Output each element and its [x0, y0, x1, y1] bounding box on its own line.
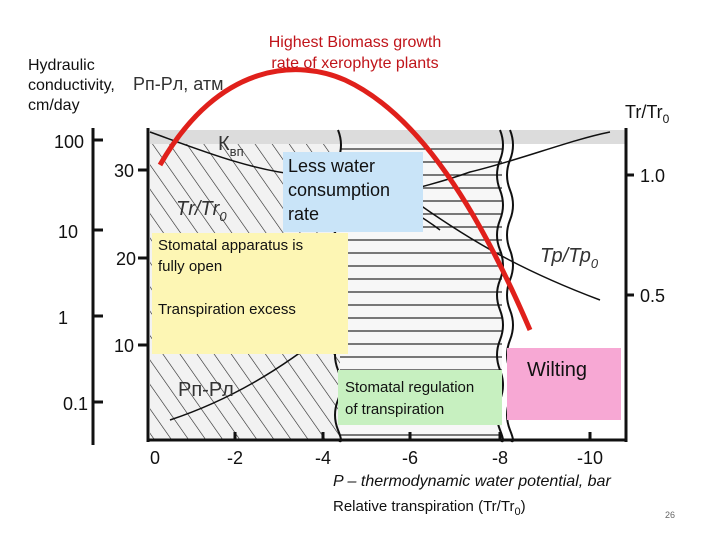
- label-line: rate of xerophyte plants: [271, 55, 438, 72]
- box-line: rate: [288, 204, 319, 224]
- label-text: Tr/Tr: [625, 102, 663, 122]
- x-title: P – thermodynamic water potential, bar: [333, 473, 611, 490]
- label-text: К: [218, 133, 230, 155]
- less-water-text: Less water consumption rate: [288, 156, 390, 224]
- label-text: Relative transpiration (Tr/Tr: [333, 498, 514, 515]
- tick-label: 0: [150, 448, 160, 468]
- tick-label: -10: [577, 448, 603, 468]
- k-label: Квп: [218, 133, 244, 159]
- regulation-text: Stomatal regulation of transpiration: [345, 379, 474, 418]
- box-line: fully open: [158, 258, 222, 275]
- label-line: conductivity,: [28, 77, 115, 94]
- page-number: 26: [665, 510, 675, 520]
- wilting-text: Wilting: [527, 359, 587, 381]
- tick-label: 30: [114, 161, 134, 181]
- right-label: Tr/Tr0: [625, 102, 670, 126]
- tick-label: 0.1: [63, 394, 88, 414]
- top-band: [150, 130, 626, 144]
- label-line: Hydraulic: [28, 57, 95, 74]
- box-line: consumption: [288, 180, 390, 200]
- biomass-curve: [157, 67, 533, 331]
- box-line: Stomatal regulation: [345, 379, 474, 396]
- label-text: Тр/Тр: [540, 245, 591, 267]
- tick-label: 20: [116, 249, 136, 269]
- tr-decline-curve: [419, 204, 601, 301]
- x-ticks: [233, 432, 592, 440]
- tick-label: 1.0: [640, 166, 665, 186]
- label-sub: 0: [219, 209, 227, 224]
- open-box: [152, 233, 348, 354]
- wilting-box: [507, 348, 621, 420]
- tick-label: 10: [114, 336, 134, 356]
- relative-label: Relative transpiration (Tr/Tr0): [333, 498, 526, 518]
- box-line: Less water: [288, 156, 375, 176]
- label-text: Тr/Тr: [176, 198, 221, 220]
- open-text: Stomatal apparatus is fully open Transpi…: [158, 237, 303, 318]
- top-label: Highest Biomass growth rate of xerophyte…: [269, 34, 442, 72]
- less-water-box: [283, 152, 423, 232]
- tick-label: -8: [492, 448, 508, 468]
- regulation-box: [338, 370, 502, 425]
- tick-label: -4: [315, 448, 331, 468]
- pressure-label: Рп-Рл: [178, 379, 234, 401]
- label-sub: 0: [591, 256, 599, 271]
- box-line: Stomatal apparatus is: [158, 237, 303, 254]
- label-end: ): [521, 498, 526, 515]
- label-line: Highest Biomass growth: [269, 34, 442, 51]
- tick-label: 100: [54, 132, 84, 152]
- label-sub: вп: [230, 144, 244, 159]
- tick-label: 1: [58, 308, 68, 328]
- tick-label: -2: [227, 448, 243, 468]
- tick-label: 0.5: [640, 286, 665, 306]
- box-line: of transpiration: [345, 401, 444, 418]
- tick-label: -6: [402, 448, 418, 468]
- label-line: cm/day: [28, 97, 80, 114]
- tr-left-label: Тr/Тr0: [176, 198, 227, 224]
- unit-label: Рп-Рл, атм: [133, 74, 224, 94]
- label-sub: 0: [514, 506, 520, 518]
- left-label: Hydraulic conductivity, cm/day: [28, 57, 115, 114]
- box-line: Transpiration excess: [158, 301, 296, 318]
- tick-label: 10: [58, 222, 78, 242]
- label-sub: 0: [663, 112, 670, 126]
- tr-right-label: Тр/Тр0: [540, 245, 599, 271]
